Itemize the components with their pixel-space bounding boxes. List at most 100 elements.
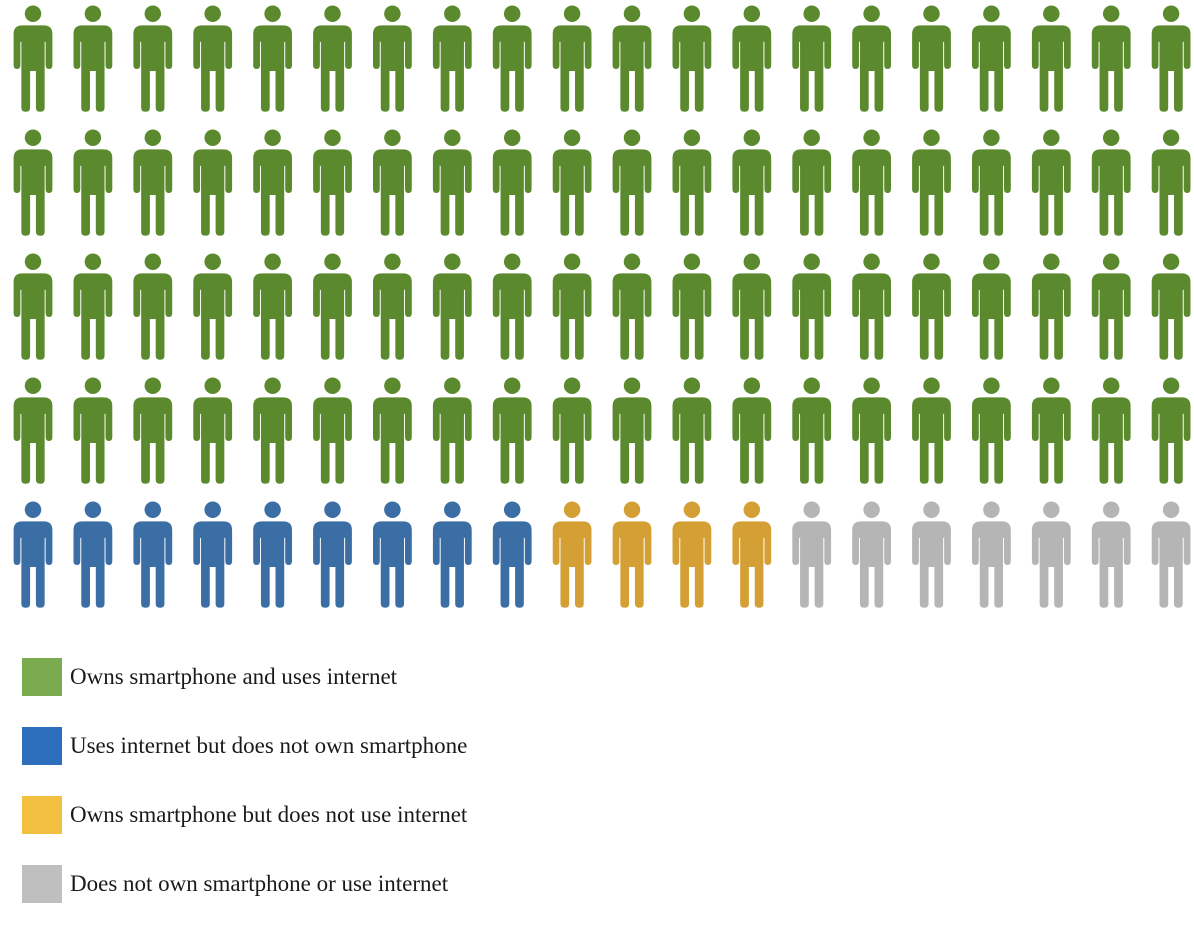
person-icon: [1091, 253, 1131, 360]
person-icon: [732, 501, 772, 608]
person-head: [144, 377, 162, 394]
person-icon: [492, 501, 532, 608]
person-icon: [1031, 501, 1071, 608]
person-icon: [792, 253, 832, 360]
person-head: [683, 501, 701, 518]
person-body: [432, 25, 472, 112]
person-icon: [1151, 129, 1191, 236]
person-head: [863, 5, 880, 22]
person-head: [743, 5, 761, 22]
person-head: [204, 5, 221, 22]
person-icon: [912, 5, 951, 112]
person-head: [923, 501, 940, 518]
person-body: [253, 397, 292, 484]
person-head: [1043, 253, 1060, 270]
person-icon: [972, 377, 1011, 484]
person-head: [503, 501, 521, 518]
person-body: [373, 273, 412, 360]
person-body: [1031, 273, 1071, 360]
person-body: [972, 149, 1011, 236]
person-body: [1151, 397, 1191, 484]
person-body: [313, 149, 352, 236]
person-head: [144, 253, 162, 270]
legend-label: Owns smartphone and uses internet: [70, 664, 398, 689]
person-head: [264, 253, 281, 270]
person-icon: [432, 5, 472, 112]
person-head: [84, 129, 102, 146]
person-body: [672, 397, 712, 484]
person-body: [313, 273, 352, 360]
legend-swatch: [22, 658, 62, 696]
person-head: [324, 377, 341, 394]
person-head: [264, 5, 281, 22]
person-icon: [852, 501, 891, 608]
person-body: [732, 273, 772, 360]
person-icon: [193, 501, 233, 608]
person-body: [1151, 521, 1191, 608]
person-head: [923, 5, 940, 22]
legend: Owns smartphone and uses internet Uses i…: [22, 655, 467, 931]
person-body: [13, 25, 53, 112]
person-body: [852, 25, 891, 112]
person-icon: [13, 501, 53, 608]
person-body: [492, 521, 532, 608]
person-icon: [912, 377, 951, 484]
person-head: [623, 129, 641, 146]
person-head: [503, 377, 521, 394]
person-head: [1162, 501, 1180, 518]
person-head: [204, 377, 221, 394]
person-icon: [432, 253, 472, 360]
person-icon: [73, 377, 113, 484]
person-head: [803, 501, 820, 518]
person-body: [133, 273, 173, 360]
person-body: [373, 521, 412, 608]
person-body: [13, 149, 53, 236]
person-head: [923, 129, 940, 146]
person-head: [623, 501, 641, 518]
person-icon: [732, 253, 772, 360]
person-icon: [133, 377, 173, 484]
person-head: [1162, 129, 1180, 146]
person-head: [803, 129, 820, 146]
person-icon: [193, 5, 233, 112]
person-head: [204, 501, 221, 518]
person-head: [444, 377, 461, 394]
person-body: [972, 273, 1011, 360]
person-head: [563, 253, 581, 270]
person-icon: [1091, 501, 1131, 608]
person-body: [253, 273, 292, 360]
person-body: [852, 273, 891, 360]
person-body: [852, 149, 891, 236]
person-head: [1043, 377, 1060, 394]
person-body: [792, 149, 832, 236]
person-head: [264, 377, 281, 394]
person-head: [384, 253, 401, 270]
person-head: [803, 5, 820, 22]
person-icon: [492, 253, 532, 360]
person-body: [133, 397, 173, 484]
person-body: [612, 397, 652, 484]
person-body: [912, 273, 951, 360]
person-head: [24, 253, 42, 270]
person-body: [253, 25, 292, 112]
person-icon: [73, 501, 113, 608]
person-icon: [73, 253, 113, 360]
person-head: [1162, 253, 1180, 270]
person-body: [313, 25, 352, 112]
person-icon: [13, 253, 53, 360]
person-body: [193, 149, 233, 236]
person-head: [144, 501, 162, 518]
person-head: [444, 129, 461, 146]
legend-label: Owns smartphone but does not use interne…: [70, 802, 468, 827]
person-icon: [732, 129, 772, 236]
person-icon: [612, 5, 652, 112]
person-head: [1162, 377, 1180, 394]
person-head: [24, 377, 42, 394]
person-body: [1091, 25, 1131, 112]
person-body: [912, 25, 951, 112]
person-body: [193, 397, 233, 484]
person-icon: [852, 377, 891, 484]
person-head: [803, 377, 820, 394]
person-head: [1102, 253, 1120, 270]
person-body: [612, 149, 652, 236]
